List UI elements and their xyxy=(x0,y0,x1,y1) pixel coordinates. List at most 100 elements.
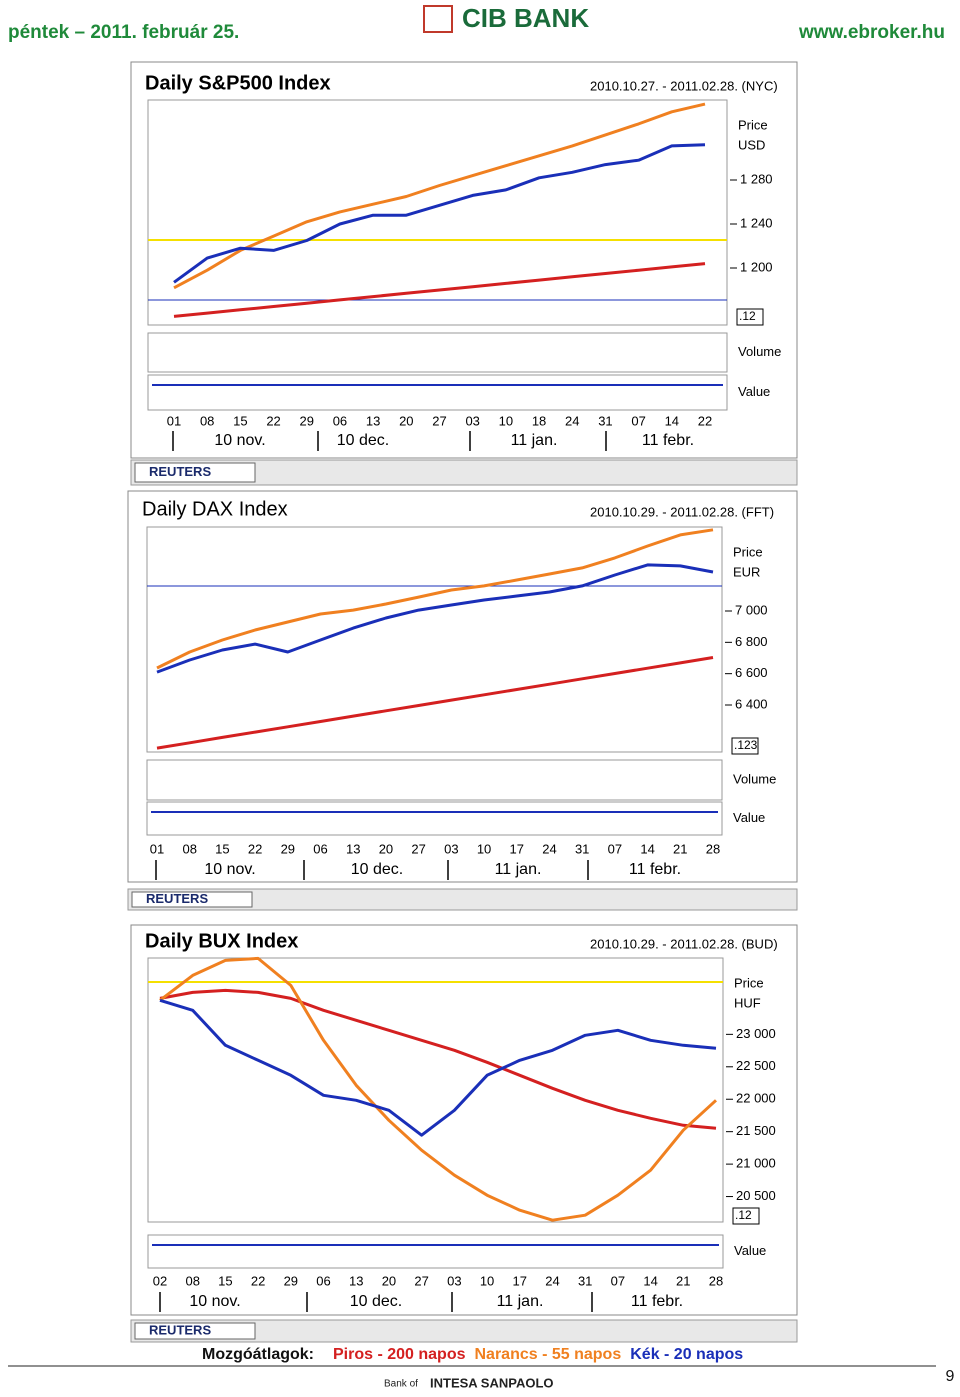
unit-label: HUF xyxy=(734,995,761,1010)
legend-entry: Piros - 200 napos xyxy=(333,1346,466,1363)
x-tick-label: 28 xyxy=(706,841,720,856)
source-badge xyxy=(134,1322,256,1340)
chart-subtitle: 2010.10.29. - 2011.02.28. (FFT) xyxy=(590,504,774,519)
month-label: 11 febr. xyxy=(629,861,681,878)
x-tick-label: 03 xyxy=(465,413,479,428)
x-tick-label: 06 xyxy=(333,413,347,428)
x-tick-label: 28 xyxy=(709,1273,723,1288)
price-tag: .12 xyxy=(739,309,756,323)
y-tick-label: 21 000 xyxy=(736,1156,776,1171)
x-tick-label: 01 xyxy=(150,841,164,856)
x-tick-label: 27 xyxy=(411,841,425,856)
x-tick-label: 20 xyxy=(382,1273,396,1288)
price-label: Price xyxy=(738,117,768,132)
x-tick-label: 07 xyxy=(631,413,645,428)
x-tick-label: 07 xyxy=(611,1273,625,1288)
x-tick-label: 21 xyxy=(676,1273,690,1288)
x-tick-label: 08 xyxy=(200,413,214,428)
x-tick-label: 08 xyxy=(185,1273,199,1288)
x-tick-label: 15 xyxy=(215,841,229,856)
chart-subtitle: 2010.10.27. - 2011.02.28. (NYC) xyxy=(590,78,778,93)
source-bar xyxy=(130,1319,798,1343)
source-badge xyxy=(131,891,253,908)
price-tag: .12 xyxy=(735,1208,752,1222)
moving-average-line xyxy=(159,988,717,1130)
price-tag-box xyxy=(736,308,764,326)
month-label: 11 jan. xyxy=(511,432,558,449)
x-tick-label: 31 xyxy=(575,841,589,856)
logo-icon xyxy=(423,5,453,33)
chart-title: Daily S&P500 Index xyxy=(145,72,331,94)
x-tick-label: 22 xyxy=(266,413,280,428)
x-tick-label: 07 xyxy=(608,841,622,856)
x-tick-label: 14 xyxy=(640,841,654,856)
x-tick-label: 06 xyxy=(313,841,327,856)
price-label: Price xyxy=(734,975,764,990)
x-tick-label: 17 xyxy=(510,841,524,856)
x-tick-label: 27 xyxy=(432,413,446,428)
x-tick-label: 02 xyxy=(153,1273,167,1288)
x-tick-label: 31 xyxy=(578,1273,592,1288)
month-label: 11 jan. xyxy=(497,1293,544,1310)
x-tick-label: 03 xyxy=(444,841,458,856)
x-tick-label: 29 xyxy=(300,413,314,428)
unit-label: USD xyxy=(738,137,765,152)
month-label: 10 nov. xyxy=(189,1293,240,1310)
y-tick-label: 1 200 xyxy=(740,259,773,274)
x-tick-label: 10 xyxy=(499,413,513,428)
moving-average-line xyxy=(173,262,706,318)
value-label: Value xyxy=(734,1243,766,1258)
x-tick-label: 10 xyxy=(477,841,491,856)
x-tick-label: 15 xyxy=(218,1273,232,1288)
y-tick-label: 6 800 xyxy=(735,634,768,649)
y-tick-label: 1 280 xyxy=(740,171,773,186)
x-tick-label: 22 xyxy=(248,841,262,856)
unit-label: EUR xyxy=(733,564,760,579)
x-tick-label: 15 xyxy=(233,413,247,428)
chart-title: Daily DAX Index xyxy=(142,498,288,520)
y-tick-label: 1 240 xyxy=(740,215,773,230)
legend-title: Mozgóátlagok: xyxy=(202,1346,314,1363)
logo-text: CIB BANK xyxy=(462,3,589,33)
x-tick-label: 13 xyxy=(366,413,380,428)
x-tick-label: 22 xyxy=(698,413,712,428)
month-label: 10 dec. xyxy=(351,861,403,878)
x-tick-label: 14 xyxy=(643,1273,657,1288)
x-tick-label: 24 xyxy=(542,841,556,856)
source-text: REUTERS xyxy=(149,464,211,479)
x-tick-label: 10 xyxy=(480,1273,494,1288)
volume-label: Volume xyxy=(738,344,781,359)
y-tick-label: 23 000 xyxy=(736,1026,776,1041)
x-tick-label: 22 xyxy=(251,1273,265,1288)
x-tick-label: 01 xyxy=(167,413,181,428)
volume-panel xyxy=(146,759,723,801)
source-bar xyxy=(127,888,798,911)
moving-average-line xyxy=(156,528,714,670)
x-tick-label: 13 xyxy=(349,1273,363,1288)
moving-average-line xyxy=(159,956,718,1222)
chart-subtitle: 2010.10.29. - 2011.02.28. (BUD) xyxy=(590,936,778,951)
price-panel xyxy=(147,99,728,326)
price-panel xyxy=(147,957,724,1223)
value-label: Value xyxy=(733,810,765,825)
legend-entry: Kék - 20 napos xyxy=(630,1346,743,1363)
x-tick-label: 21 xyxy=(673,841,687,856)
bank-prefix: Bank of xyxy=(384,1379,418,1390)
x-tick-label: 24 xyxy=(565,413,579,428)
source-badge xyxy=(134,462,256,483)
x-tick-label: 14 xyxy=(665,413,679,428)
value-panel xyxy=(147,1234,724,1269)
y-tick-label: 22 500 xyxy=(736,1058,776,1073)
value-panel xyxy=(146,801,723,836)
chart-title: Daily BUX Index xyxy=(145,930,298,952)
y-tick-label: 22 000 xyxy=(736,1091,776,1106)
price-tag-box xyxy=(731,737,759,755)
month-label: 11 febr. xyxy=(631,1293,683,1310)
value-panel xyxy=(147,374,728,411)
x-tick-label: 29 xyxy=(284,1273,298,1288)
moving-average-line xyxy=(173,143,706,284)
x-tick-label: 20 xyxy=(399,413,413,428)
moving-average-line xyxy=(156,563,714,674)
